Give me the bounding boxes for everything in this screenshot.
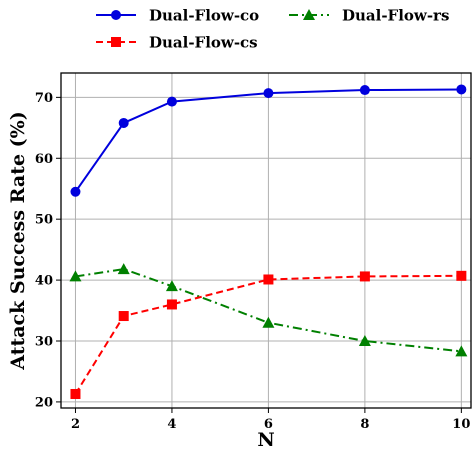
x-tick-label: 6: [264, 417, 273, 432]
data-point: [166, 96, 177, 107]
y-axis-label: Attack Success Rate (%): [7, 111, 29, 370]
series-dual-flow-rs: [69, 263, 468, 357]
axis-ticks: 2 4 6 8 10 20 30 40 50 60 70: [35, 91, 470, 432]
grid-lines: [61, 73, 471, 408]
data-point: [118, 311, 129, 322]
y-tick-label: 50: [35, 213, 53, 228]
data-point: [166, 299, 177, 310]
y-tick-label: 60: [35, 152, 53, 167]
data-point: [117, 263, 130, 275]
data-point: [70, 186, 81, 197]
x-tick-label: 2: [71, 417, 80, 432]
data-point: [359, 271, 370, 282]
data-point: [455, 345, 468, 357]
x-axis-label: N: [257, 429, 274, 451]
series-layer: [69, 84, 468, 399]
y-tick-label: 40: [35, 274, 53, 289]
y-tick-label: 30: [35, 335, 53, 350]
legend-marker: [111, 10, 121, 20]
data-point: [456, 270, 467, 281]
series-dual-flow-co: [70, 84, 467, 197]
data-point: [456, 84, 467, 95]
legend-marker: [303, 9, 315, 20]
y-tick-label: 20: [35, 395, 53, 410]
data-point: [262, 316, 275, 328]
y-tick-label: 70: [35, 91, 53, 106]
series-dual-flow-cs: [70, 270, 467, 399]
legend-item: Dual-Flow-rs: [289, 7, 449, 25]
legend-label: Dual-Flow-cs: [149, 34, 258, 52]
series-line: [74, 88, 462, 193]
series-line: [75, 268, 462, 353]
data-point: [118, 117, 129, 128]
x-tick-label: 8: [360, 417, 369, 432]
data-point: [165, 280, 178, 292]
data-point: [263, 88, 274, 99]
legend-label: Dual-Flow-co: [149, 7, 259, 25]
data-point: [358, 335, 371, 346]
x-tick-label: 10: [452, 417, 470, 432]
plot-frame: [60, 72, 472, 409]
data-point: [70, 388, 81, 399]
x-tick-label: 4: [167, 417, 176, 432]
legend-marker: [111, 37, 121, 47]
data-point: [263, 274, 274, 285]
data-point: [359, 85, 370, 96]
data-point: [69, 270, 82, 282]
legend-item: Dual-Flow-cs: [96, 34, 258, 52]
legend: Dual-Flow-co Dual-Flow-rs Dual-Flow-cs: [96, 7, 449, 52]
legend-label: Dual-Flow-rs: [342, 7, 449, 25]
series-line: [74, 274, 462, 395]
legend-item: Dual-Flow-co: [96, 7, 259, 25]
